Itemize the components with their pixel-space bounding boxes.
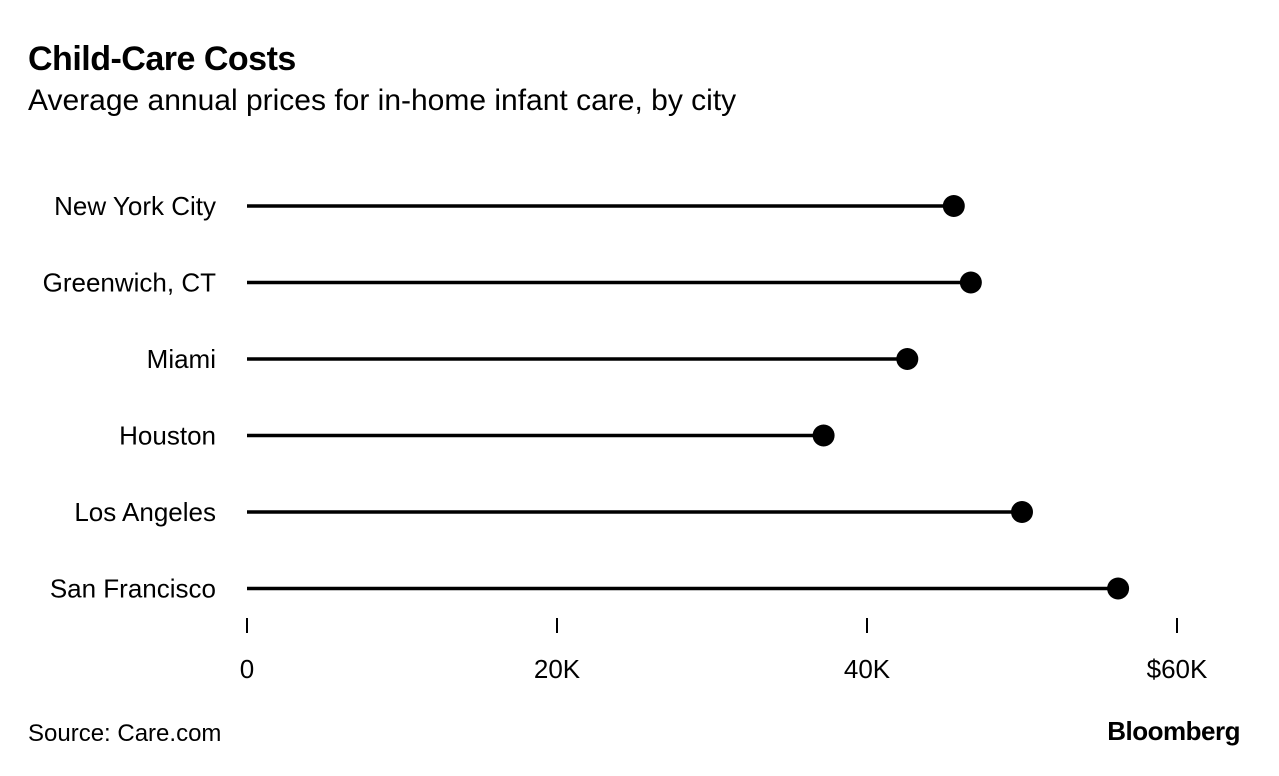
source-note: Source: Care.com <box>28 720 222 747</box>
category-label: Los Angeles <box>74 497 216 527</box>
lollipop-dot <box>896 348 919 370</box>
lollipop-chart: New York City Greenwich, CT Miami Houston Lo… <box>43 191 1208 684</box>
lollipop-dot <box>959 271 982 294</box>
x-tick-label: 40K <box>844 654 891 684</box>
category-label: Miami <box>147 344 216 374</box>
x-axis: 0 20K 40K $60K <box>240 618 1208 684</box>
category-label: New York City <box>54 191 216 221</box>
category-label: Greenwich, CT <box>43 268 216 298</box>
category-label: Houston <box>119 421 216 451</box>
lollipop-dot <box>812 424 835 447</box>
lollipop-dot <box>1011 501 1033 523</box>
chart-subtitle: Average annual prices for in-home infant… <box>28 84 737 117</box>
bloomberg-logo: Bloomberg <box>1107 716 1240 746</box>
x-tick-label: 20K <box>534 654 581 684</box>
chart-title: Child-Care Costs <box>28 40 296 78</box>
category-label: San Francisco <box>50 574 216 604</box>
lollipop-dot <box>942 195 965 217</box>
x-tick-label: 0 <box>240 654 254 684</box>
x-tick-label: $60K <box>1147 654 1208 684</box>
lollipop-dot <box>1107 577 1130 600</box>
chart-rows: New York City Greenwich, CT Miami Houston Lo… <box>43 191 1130 604</box>
